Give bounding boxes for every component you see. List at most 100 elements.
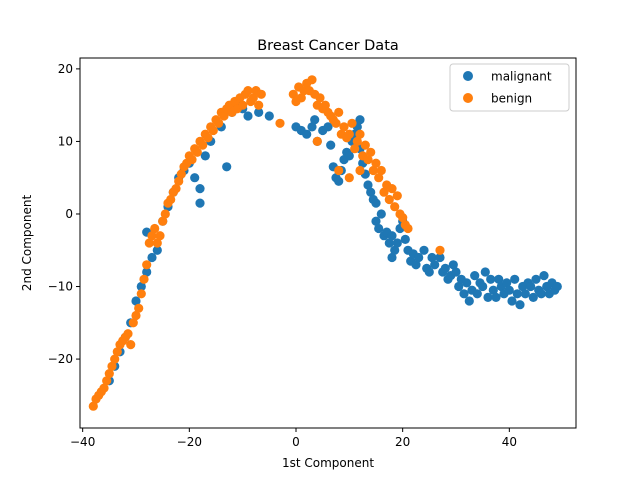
legend-label-malignant: malignant [491, 70, 552, 84]
benign-point [248, 93, 258, 103]
y-axis-ticks: −20 −10 0 10 20 [48, 62, 80, 366]
malignant-point [430, 260, 440, 270]
malignant-point [486, 274, 496, 284]
malignant-point [454, 281, 464, 292]
benign-point [203, 133, 213, 143]
benign-point [99, 383, 109, 393]
benign-point [136, 289, 146, 299]
benign-point [355, 129, 365, 139]
malignant-point [392, 238, 402, 248]
malignant-point [464, 296, 474, 306]
malignant-point [200, 151, 210, 161]
benign-point [403, 223, 413, 234]
benign-point [398, 213, 408, 223]
y-tick-label: 20 [58, 62, 73, 76]
malignant-point [424, 267, 434, 277]
benign-point [435, 245, 445, 255]
benign-point [155, 231, 165, 241]
legend-box [449, 63, 570, 112]
y-axis-label: 2nd Component [20, 195, 34, 292]
benign-point [198, 140, 208, 150]
malignant-point [435, 252, 445, 263]
malignant-point [190, 173, 200, 183]
legend: malignant benign [449, 63, 570, 112]
malignant-point [384, 238, 394, 248]
benign-point [339, 122, 349, 132]
benign-point [366, 147, 376, 157]
malignant-point [502, 278, 512, 288]
malignant-point [470, 271, 480, 281]
malignant-point [504, 285, 514, 295]
benign-point [171, 184, 181, 194]
malignant-point [459, 289, 469, 299]
benign-point [107, 361, 117, 371]
benign-point [139, 274, 149, 284]
malignant-point [480, 267, 490, 277]
malignant-point [344, 151, 354, 161]
plot-frame [79, 57, 577, 429]
benign-point [360, 140, 370, 150]
malignant-point [414, 252, 424, 263]
benign-point [158, 216, 168, 226]
malignant-point [472, 289, 482, 299]
benign-point [104, 369, 114, 379]
malignant-point [419, 245, 429, 255]
malignant-point [131, 296, 141, 306]
malignant-point [491, 292, 501, 302]
malignant-point [427, 252, 437, 263]
benign-point [102, 376, 112, 386]
benign-point [187, 155, 197, 165]
malignant-point [515, 300, 525, 310]
x-tick-label: −20 [177, 435, 202, 449]
benign-point [110, 354, 120, 364]
chart-title: Breast Cancer Data [257, 38, 399, 54]
malignant-point [363, 180, 373, 190]
benign-point [371, 158, 381, 168]
benign-point [334, 165, 344, 176]
malignant-point [243, 111, 253, 121]
malignant-point [448, 260, 458, 270]
benign-point [88, 401, 98, 411]
malignant-point [334, 176, 344, 186]
benign-point [363, 155, 373, 165]
benign-point [384, 194, 394, 205]
legend-label-benign: benign [491, 92, 532, 106]
malignant-point [222, 162, 232, 172]
malignant-point [355, 115, 365, 125]
benign-point [144, 238, 154, 248]
malignant-point [371, 198, 381, 208]
benign-point [379, 187, 389, 197]
benign-point [152, 238, 162, 248]
benign-point [243, 86, 253, 96]
malignant-point [462, 278, 472, 288]
points-layer [88, 75, 562, 411]
benign-point [166, 194, 176, 205]
benign-point [214, 118, 224, 128]
malignant-point [387, 231, 397, 241]
malignant-point [310, 115, 320, 125]
benign-point [331, 118, 341, 128]
benign-point [128, 318, 138, 328]
x-tick-label: 20 [395, 435, 410, 449]
benign-point [392, 191, 402, 201]
benign-point [254, 100, 264, 110]
malignant-point [512, 289, 522, 299]
x-tick-label: −40 [70, 435, 95, 449]
legend-marker-malignant [463, 71, 473, 81]
malignant-point [483, 292, 493, 302]
x-tick-label: 40 [502, 435, 517, 449]
benign-point [160, 209, 170, 219]
malignant-point [552, 281, 562, 292]
y-tick-label: −20 [48, 352, 73, 366]
malignant-point [195, 184, 205, 194]
malignant-point [400, 234, 410, 244]
benign-point [192, 147, 202, 157]
malignant-point [411, 260, 421, 270]
malignant-point [390, 245, 400, 255]
malignant-point [536, 289, 546, 299]
benign-point [288, 89, 298, 99]
malignant-point [371, 216, 381, 226]
malignant-point [488, 285, 498, 295]
malignant-point [526, 281, 536, 292]
